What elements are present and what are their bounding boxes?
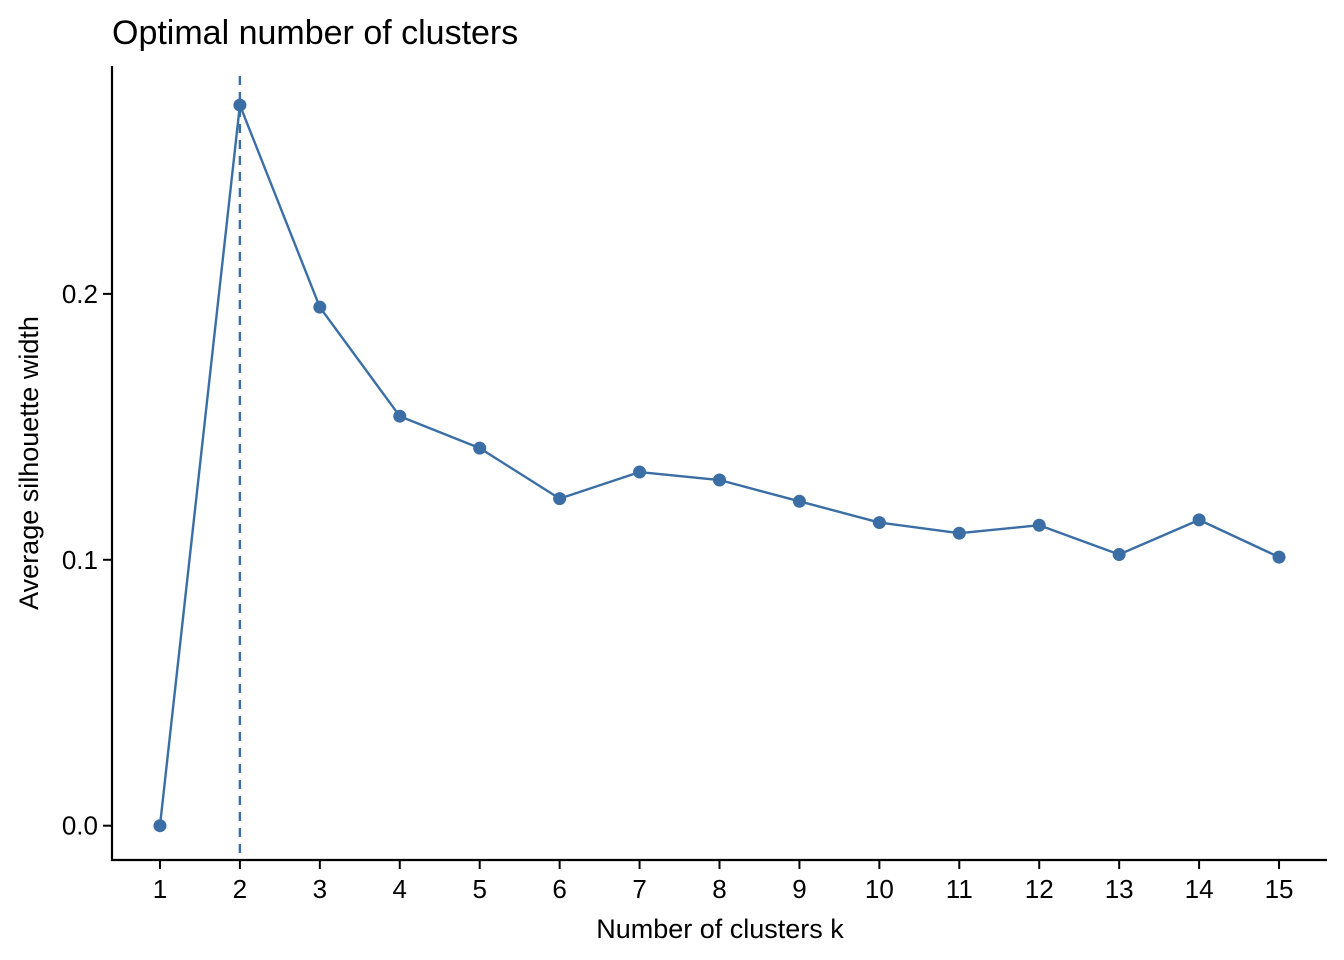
data-point (1192, 513, 1206, 527)
x-tick-label: 10 (865, 874, 894, 904)
series-line (158, 103, 1280, 826)
data-point (1112, 547, 1126, 561)
x-tick-label: 13 (1105, 874, 1134, 904)
data-point (393, 409, 407, 423)
data-point (473, 441, 487, 455)
data-point (313, 300, 327, 314)
y-axis-label: Average silhouette width (14, 316, 44, 610)
x-tick-label: 8 (712, 874, 726, 904)
x-tick-label: 9 (792, 874, 806, 904)
y-tick-label: 0.2 (62, 279, 98, 309)
data-point (553, 492, 567, 506)
plot-area: 0.00.10.21 2 3 4 5 6 7 8 9 10 11 12 13 14 15 (62, 66, 1327, 904)
data-point (1032, 518, 1046, 532)
data-point (713, 473, 726, 487)
y-tick-label: 0.1 (62, 545, 98, 575)
y-tick-label: 0.0 (62, 811, 98, 841)
data-point (233, 98, 247, 112)
data-point (633, 465, 647, 479)
x-tick-label: 3 (313, 874, 327, 904)
x-tick-label: 6 (552, 874, 566, 904)
x-tick-label: 4 (393, 874, 407, 904)
x-axis-label: Number of clusters k (596, 914, 844, 944)
x-tick-label: 1 (153, 874, 167, 904)
x-tick-label: 5 (472, 874, 486, 904)
data-point (1272, 550, 1286, 564)
x-tick-label: 15 (1265, 874, 1294, 904)
x-tick-label: 12 (1025, 874, 1054, 904)
x-tick-label: 2 (233, 874, 247, 904)
data-point (792, 494, 806, 508)
data-point (153, 819, 167, 833)
x-tick-label: 11 (946, 874, 973, 904)
data-point (872, 516, 886, 530)
chart-title: Optimal number of clusters (112, 14, 518, 52)
x-tick-label: 14 (1185, 874, 1214, 904)
data-point (952, 526, 966, 540)
x-tick-label: 7 (632, 874, 646, 904)
